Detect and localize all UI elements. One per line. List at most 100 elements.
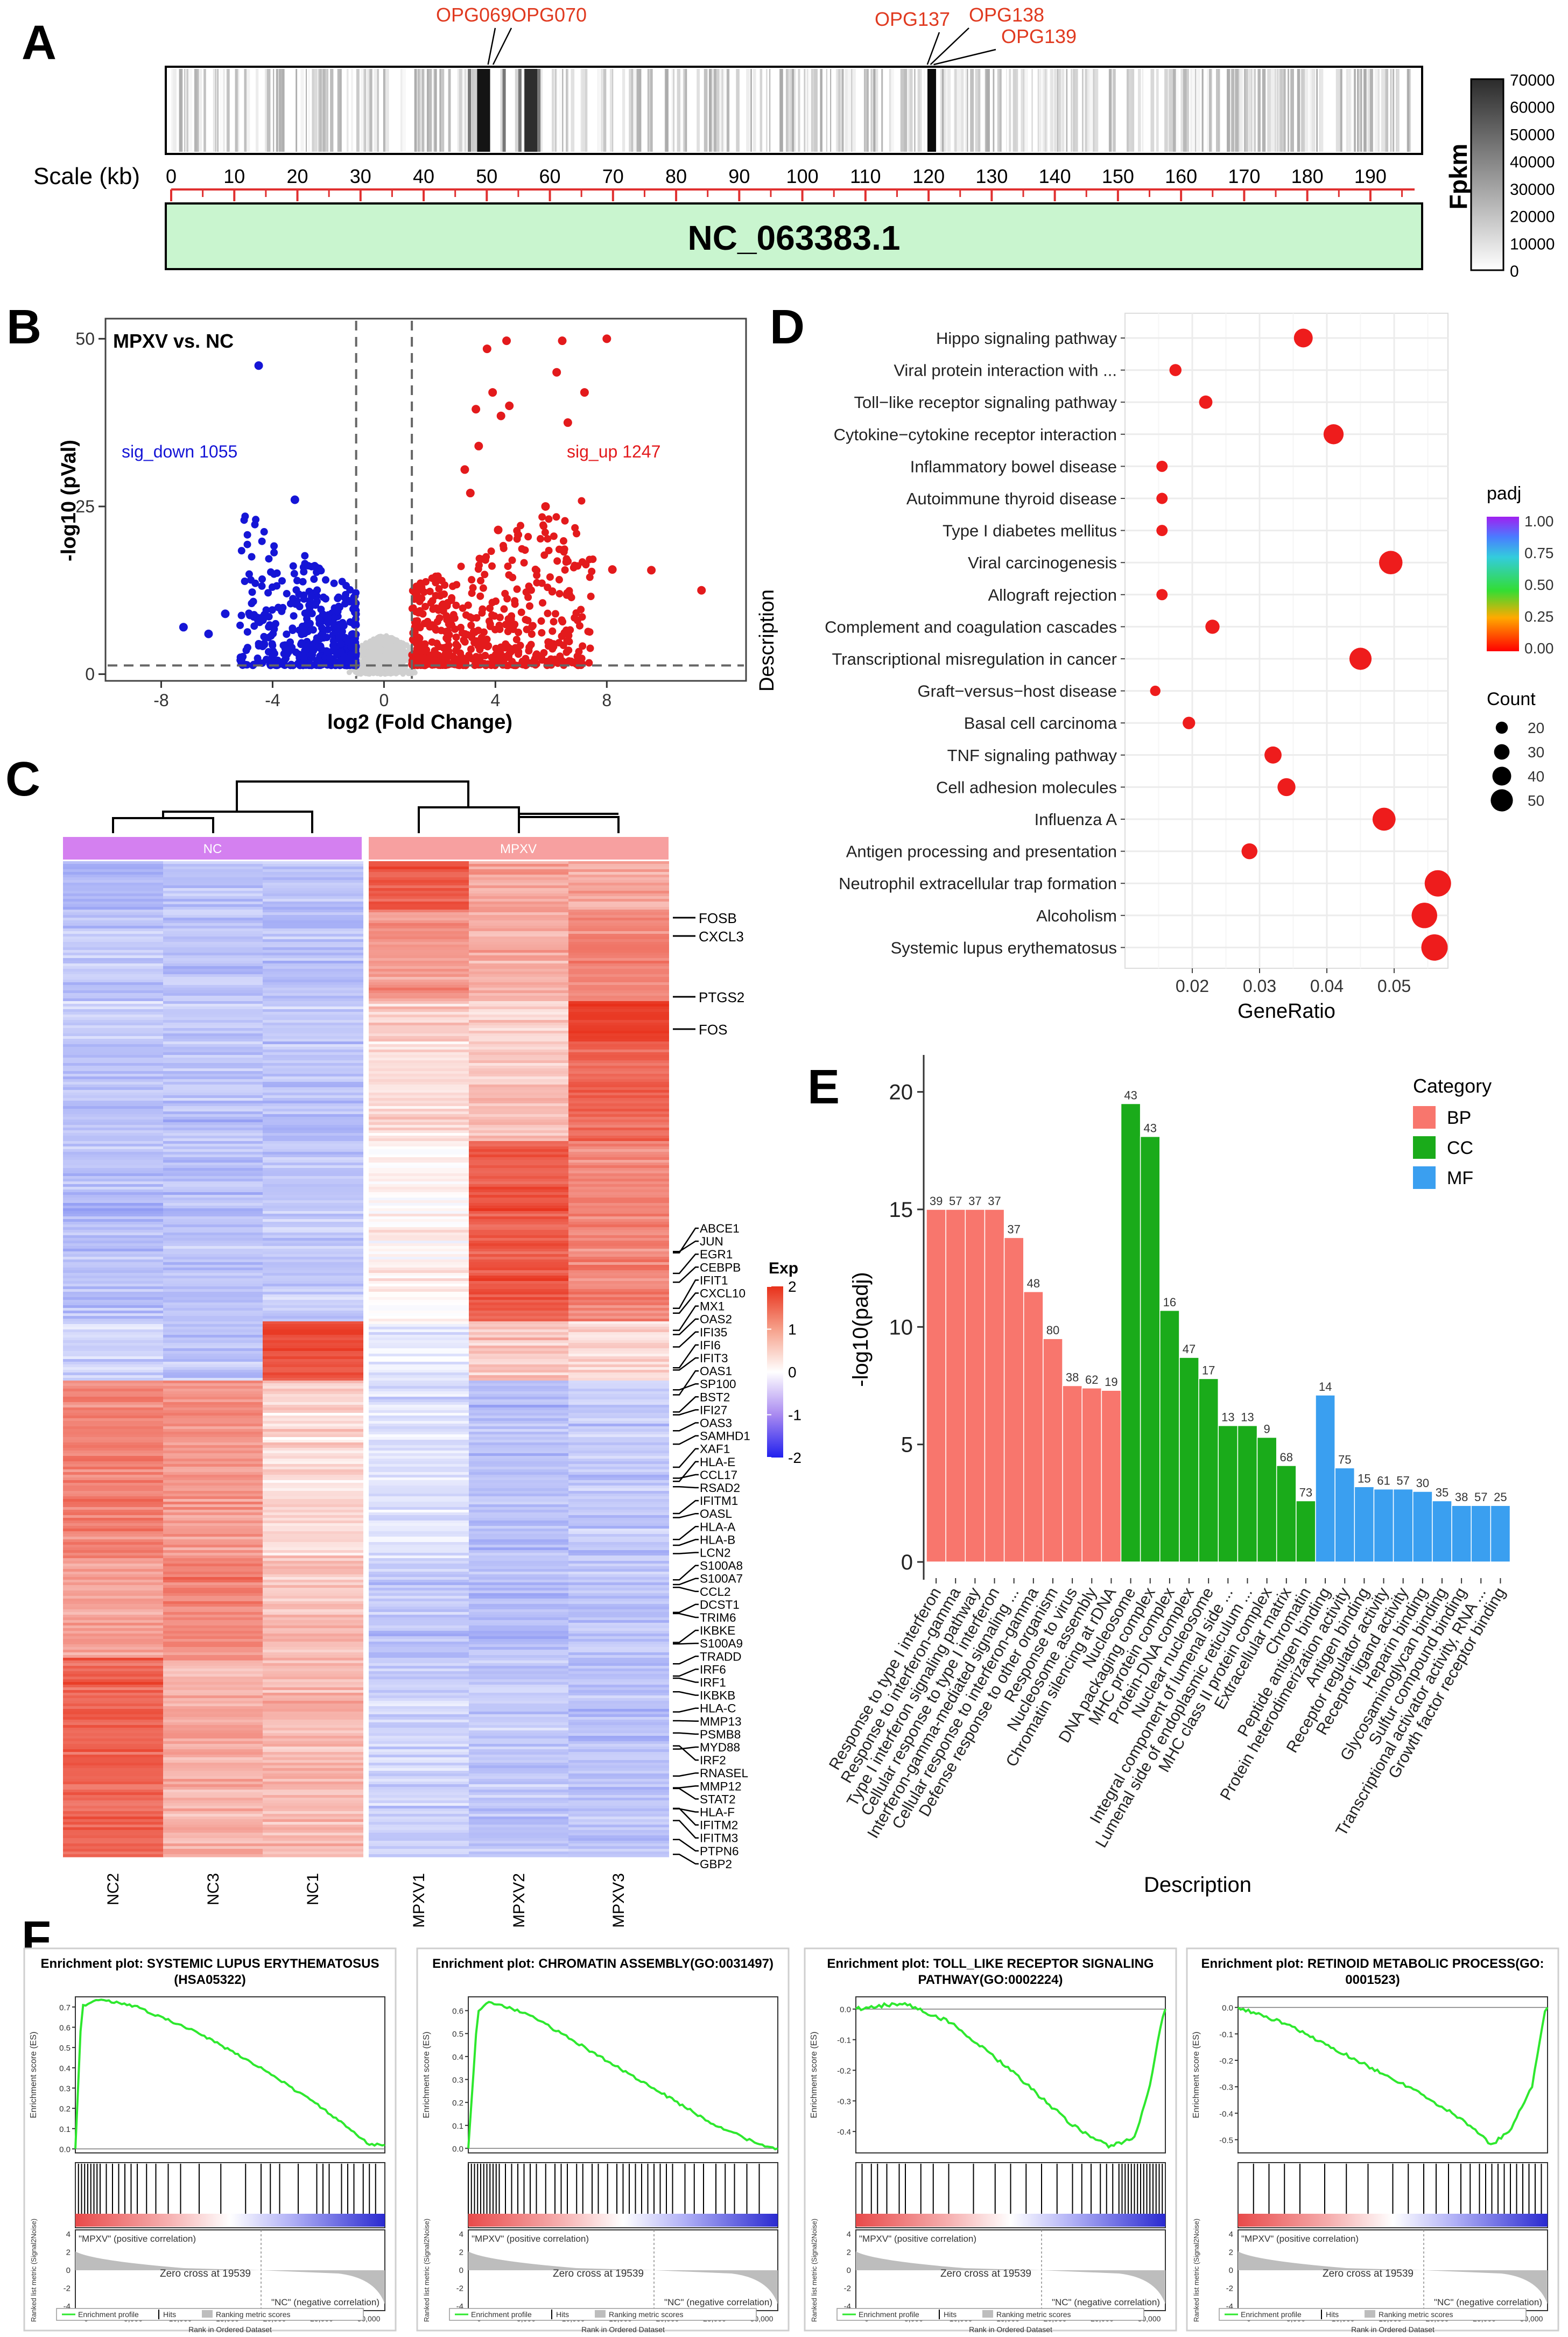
heat-cell — [63, 1402, 164, 1405]
heat-cell — [369, 1009, 469, 1012]
heat-cell — [369, 1725, 469, 1728]
gene-label: MX1 — [700, 1300, 725, 1313]
heat-cell — [263, 1631, 363, 1634]
heat-cell — [163, 1168, 264, 1171]
heat-cell — [163, 1744, 264, 1747]
heat-cell — [369, 1792, 469, 1796]
gene-label: STAT2 — [700, 1792, 736, 1806]
heat-cell — [263, 928, 363, 932]
heat-cell — [163, 1461, 264, 1465]
heat-cell — [369, 1682, 469, 1685]
heat-cell — [568, 1671, 669, 1674]
heat-cell — [469, 1741, 569, 1744]
heat-band — [582, 69, 586, 152]
ns-point — [365, 671, 371, 677]
heat-cell — [568, 1709, 669, 1712]
heat-cell — [163, 1372, 264, 1376]
heat-cell — [63, 1835, 164, 1839]
heat-cell — [63, 1612, 164, 1615]
heat-cell — [163, 1467, 264, 1470]
heat-cell — [163, 1233, 264, 1236]
heat-cell — [163, 1440, 264, 1443]
heat-cell — [63, 1050, 164, 1053]
heat-cell — [568, 891, 669, 894]
heat-cell — [163, 867, 264, 870]
heat-cell — [568, 1426, 669, 1430]
heat-cell — [63, 1017, 164, 1020]
up-point — [468, 576, 476, 584]
heat-cell — [63, 966, 164, 969]
heat-cell — [568, 1017, 669, 1020]
heat-cell — [263, 1795, 363, 1798]
heat-cell — [163, 1130, 264, 1134]
heat-cell — [163, 1348, 264, 1351]
heat-cell — [369, 1155, 469, 1158]
heat-cell — [568, 1292, 669, 1295]
heat-cell — [369, 1467, 469, 1470]
heat-cell — [263, 888, 363, 891]
heat-cell — [63, 1459, 164, 1462]
heat-cell — [568, 1437, 669, 1440]
up-point — [476, 646, 484, 654]
heat-cell — [63, 1332, 164, 1335]
heat-cell — [568, 1507, 669, 1510]
heat-cell — [369, 1634, 469, 1637]
heat-cell — [568, 1817, 669, 1820]
heat-cell — [263, 1407, 363, 1411]
heat-cell — [263, 1677, 363, 1680]
bar — [1393, 1488, 1414, 1562]
heat-cell — [163, 1725, 264, 1728]
heat-cell — [369, 926, 469, 929]
heat-cell — [369, 1666, 469, 1669]
heat-cell — [568, 923, 669, 926]
heat-cell — [369, 1214, 469, 1217]
up-point — [513, 585, 521, 593]
heat-cell — [568, 1041, 669, 1045]
heat-cell — [369, 1319, 469, 1322]
heat-band — [1408, 69, 1410, 152]
heat-cell — [568, 1515, 669, 1518]
heat-cell — [63, 947, 164, 951]
heat-band — [892, 69, 895, 152]
heat-cell — [63, 1795, 164, 1798]
heat-cell — [469, 1195, 569, 1198]
down-point — [270, 570, 278, 578]
heat-cell — [369, 1198, 469, 1201]
up-point — [561, 566, 569, 574]
x-tick-label: -4 — [265, 691, 280, 710]
heat-cell — [163, 1639, 264, 1642]
heat-cell — [163, 1674, 264, 1677]
heat-cell — [568, 1200, 669, 1203]
heat-cell — [263, 1066, 363, 1069]
up-point — [565, 646, 573, 654]
es-frame — [468, 1996, 778, 2153]
heat-cell — [263, 1717, 363, 1720]
heat-cell — [263, 1494, 363, 1497]
heat-band — [1340, 69, 1342, 152]
heat-cell — [263, 1451, 363, 1454]
heat-cell — [263, 1521, 363, 1524]
heat-band — [1367, 69, 1370, 152]
up-point — [488, 599, 496, 607]
heat-cell — [469, 1246, 569, 1249]
heat-cell — [263, 982, 363, 986]
heat-cell — [568, 1407, 669, 1411]
heat-cell — [63, 1577, 164, 1580]
up-point — [502, 336, 511, 346]
heat-band — [1026, 69, 1028, 152]
heat-band — [1142, 69, 1144, 152]
heat-cell — [263, 1372, 363, 1376]
heat-cell — [369, 1321, 469, 1325]
heat-cell — [63, 1405, 164, 1408]
gene-connector — [673, 1552, 699, 1554]
heat-cell — [63, 1313, 164, 1317]
ns-point — [404, 642, 410, 648]
heat-cell — [568, 1604, 669, 1607]
heat-cell — [263, 1776, 363, 1779]
heat-cell — [469, 1601, 569, 1604]
heat-cell — [263, 1459, 363, 1462]
up-point — [569, 564, 578, 572]
heat-cell — [263, 1168, 363, 1171]
es-tick-label: 0.3 — [452, 2076, 463, 2085]
bar — [1062, 1385, 1082, 1562]
